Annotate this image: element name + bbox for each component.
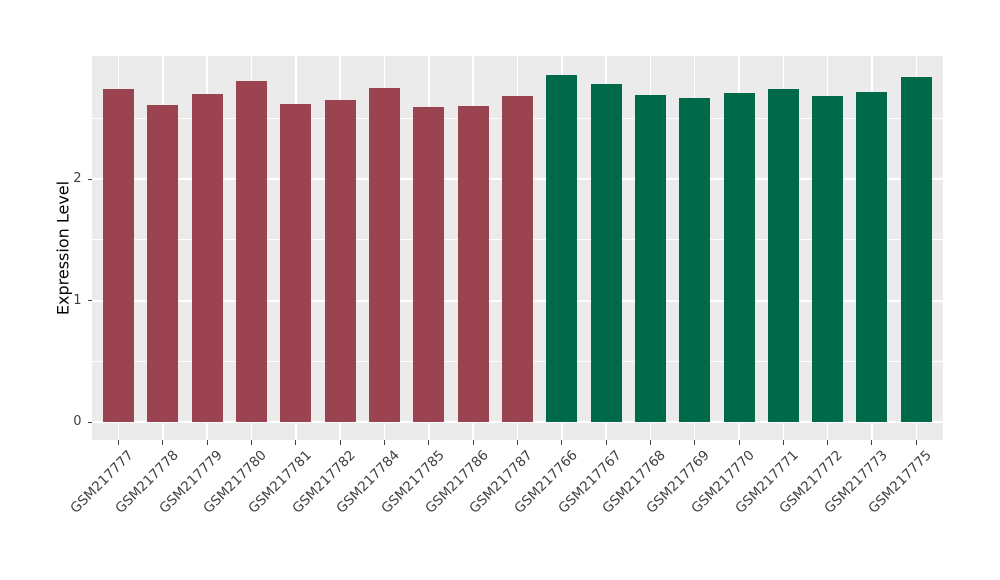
- bar-GSM217781: [280, 103, 312, 422]
- x-tick-mark: [738, 440, 740, 445]
- bar-GSM217785: [413, 107, 445, 422]
- x-tick-mark: [516, 440, 518, 445]
- plot-panel: [92, 56, 943, 440]
- x-tick-mark: [383, 440, 385, 445]
- bar-GSM217767: [590, 84, 622, 422]
- y-tick-mark: [87, 421, 92, 423]
- x-tick-mark: [915, 440, 917, 445]
- x-tick-mark: [561, 440, 563, 445]
- bar-GSM217773: [856, 91, 888, 422]
- bar-GSM217766: [546, 74, 578, 422]
- bar-GSM217786: [457, 106, 489, 422]
- bar-GSM217777: [103, 89, 135, 422]
- bar-GSM217775: [900, 76, 932, 422]
- x-tick-mark: [428, 440, 430, 445]
- bar-GSM217769: [679, 97, 711, 422]
- y-tick-mark: [87, 300, 92, 301]
- x-tick-mark: [251, 440, 253, 445]
- bar-GSM217771: [767, 89, 799, 422]
- x-tick-mark: [782, 440, 784, 445]
- x-tick-mark: [827, 440, 829, 445]
- bar-GSM217770: [723, 92, 755, 422]
- bar-GSM217778: [147, 104, 179, 422]
- x-tick-mark: [339, 440, 341, 445]
- x-tick-mark: [605, 440, 607, 445]
- y-tick-label: 1: [73, 292, 82, 308]
- x-tick-mark: [295, 440, 297, 445]
- x-tick-mark: [472, 440, 474, 445]
- bar-GSM217784: [368, 87, 400, 422]
- bar-GSM217780: [236, 80, 268, 422]
- bar-GSM217772: [812, 96, 844, 422]
- bar-GSM217779: [191, 93, 223, 422]
- x-tick-mark: [162, 440, 164, 445]
- gridline-major-y: [92, 421, 943, 423]
- x-tick-mark: [871, 440, 873, 445]
- bar-GSM217768: [634, 95, 666, 422]
- y-tick-mark: [87, 178, 92, 180]
- x-tick-mark: [206, 440, 208, 445]
- bar-GSM217787: [501, 96, 533, 422]
- x-tick-mark: [649, 440, 651, 445]
- y-tick-label: 0: [73, 414, 82, 429]
- y-tick-label: 2: [73, 171, 82, 186]
- bar-GSM217782: [324, 100, 356, 422]
- x-tick-mark: [694, 440, 696, 445]
- x-tick-mark: [118, 440, 120, 445]
